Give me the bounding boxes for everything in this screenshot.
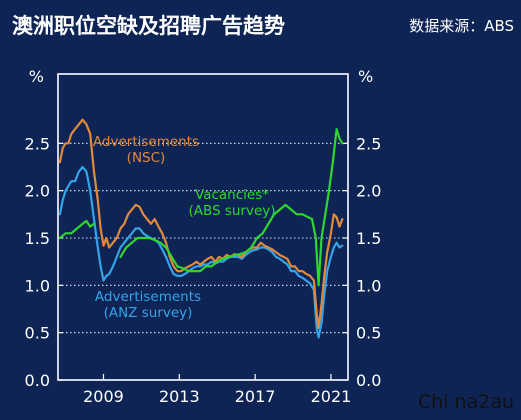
series-line-vacancies <box>119 128 344 287</box>
x-tick-label: 2009 <box>83 387 124 406</box>
y-tick-label-right: 0.0 <box>356 371 381 390</box>
x-tick-label: 2021 <box>311 387 352 406</box>
plot-area: 0.0 0.0 0.5 0.5 1.0 1.0 1.5 1.5 2.0 2.0 2.5 2.5% % 20… <box>25 67 382 406</box>
annotation-anz: Advertisements <box>95 289 201 305</box>
y-tick-label-right: 2.5 <box>356 134 381 153</box>
y-tick-label-left: 1.0 <box>25 276 50 295</box>
y-axis-label-right: % <box>358 67 373 86</box>
y-tick-label-right: 0.5 <box>356 324 381 343</box>
y-tick-label-right: 1.5 <box>356 229 381 248</box>
series-line-anz <box>58 165 344 339</box>
y-tick-label-left: 2.0 <box>25 182 50 201</box>
annotation-nsc: (NSC) <box>127 150 166 166</box>
series-line-vacancies <box>58 219 96 240</box>
annotation-vacancies: (ABS survey) <box>188 203 275 219</box>
series-line-nsc <box>58 118 344 329</box>
y-tick-label-right: 2.0 <box>356 182 381 201</box>
y-tick-label-left: 0.5 <box>25 324 50 343</box>
x-tick-label: 2013 <box>159 387 200 406</box>
annotation-vacancies: Vacancies* <box>195 187 269 203</box>
y-axis-label-left: % <box>29 67 44 86</box>
x-tick-label: 2017 <box>235 387 276 406</box>
y-tick-label-left: 1.5 <box>25 229 50 248</box>
chart-source: 数据来源：ABS <box>409 17 514 35</box>
plot-frame <box>57 73 349 381</box>
annotation-anz: (ANZ survey) <box>104 305 193 321</box>
watermark: Chi na2au <box>418 391 514 413</box>
y-tick-label-left: 0.0 <box>25 371 50 390</box>
y-tick-label-left: 2.5 <box>25 134 50 153</box>
y-tick-label-right: 1.0 <box>356 276 381 295</box>
chart-title: 澳洲职位空缺及招聘广告趋势 <box>12 14 285 38</box>
annotation-nsc: Advertisements <box>93 134 199 150</box>
